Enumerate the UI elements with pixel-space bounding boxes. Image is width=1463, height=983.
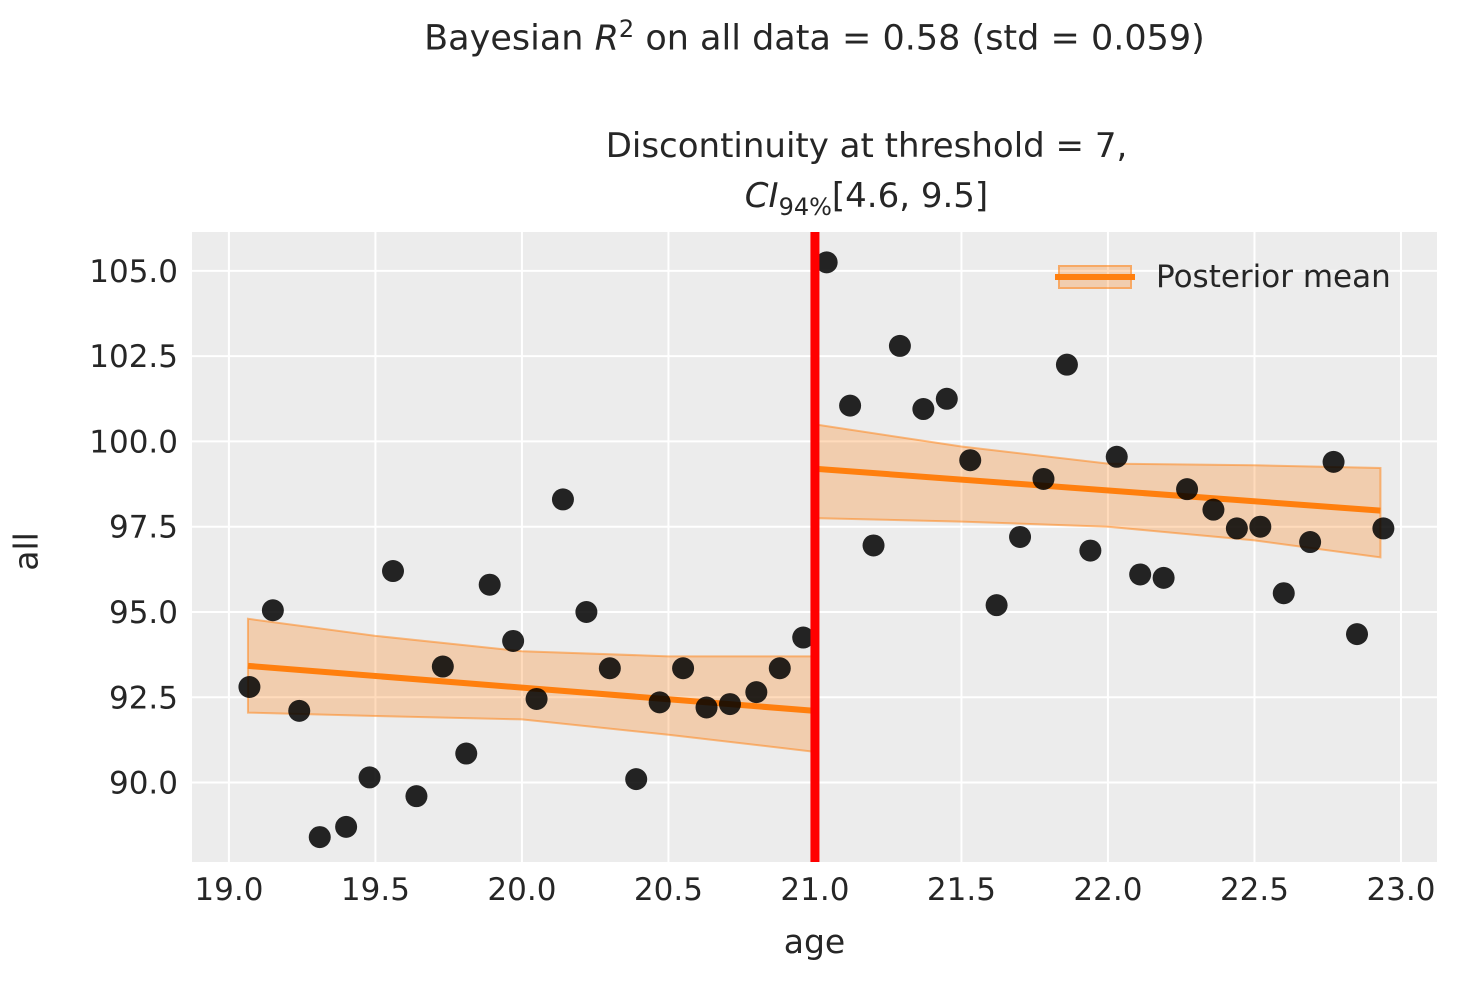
x-tick-label: 23.0 [1366,872,1435,908]
axes-title-line2: CI94%[4.6, 9.5] [244,172,1463,225]
data-point [625,768,648,791]
data-point [1009,525,1032,548]
data-point [575,600,598,623]
data-point [1152,566,1175,589]
data-point [405,785,428,808]
data-point [935,387,958,410]
data-point [672,657,695,680]
data-point [261,599,284,622]
data-point [839,394,862,417]
axes-title: Discontinuity at threshold = 7, CI94%[4.… [244,122,1463,225]
data-point [862,534,885,557]
y-tick-label: 97.5 [109,510,178,546]
data-point [1176,478,1199,501]
ci-interval: [4.6, 9.5] [831,175,989,216]
x-tick-label: 19.0 [194,872,263,908]
y-tick-label: 92.5 [109,680,178,716]
data-point [718,693,741,716]
data-point [551,488,574,511]
data-point [888,334,911,357]
data-point [1299,531,1322,554]
ci-subscript: 94% [778,192,832,221]
data-point [1055,353,1078,376]
x-tick-label: 19.5 [341,872,410,908]
data-point [985,594,1008,617]
data-point [335,815,358,838]
data-point [815,251,838,274]
data-point [598,657,621,680]
x-tick-label: 21.5 [927,872,996,908]
data-point [1032,467,1055,490]
data-point [745,681,768,704]
y-axis-label: all [6,532,46,571]
legend-label: Posterior mean [1156,259,1391,295]
data-point [1129,563,1152,586]
x-axis-label: age [783,922,846,961]
post-threshold-posterior-mean-line [814,465,1381,514]
data-point [695,696,718,719]
data-point [1202,498,1225,521]
ci-label: CI [744,175,779,216]
data-point [1322,450,1345,473]
x-tick-label: 22.5 [1220,872,1289,908]
data-point [1249,515,1272,538]
data-point [912,398,935,421]
x-tick-label: 22.0 [1073,872,1142,908]
y-tick-label: 102.5 [89,339,178,375]
data-point [1079,539,1102,562]
title-prefix: Bayesian [424,18,595,59]
data-point [478,573,501,596]
data-point [308,826,331,849]
posterior-mean-line-sample [1055,274,1135,280]
data-point [358,766,381,789]
data-point [288,699,311,722]
figure-title: Bayesian R2 on all data = 0.58 (std = 0.… [192,14,1437,62]
data-point [238,676,261,699]
x-tick-label: 20.5 [634,872,703,908]
data-point [455,742,478,765]
data-point [1225,517,1248,540]
data-point [1346,623,1369,646]
data-point [1105,445,1128,468]
data-point [431,655,454,678]
posterior-mean-legend-swatch [1055,265,1135,289]
title-exponent: 2 [618,15,635,43]
data-point [648,691,671,714]
title-suffix: on all data = 0.58 (std = 0.059) [634,18,1205,59]
data-point [959,449,982,472]
axes-title-line1: Discontinuity at threshold = 7, [605,126,1128,166]
data-point [792,626,815,649]
y-tick-label: 90.0 [109,766,178,802]
data-point [382,560,405,583]
data-point [502,629,525,652]
data-point [1272,582,1295,605]
legend: Posterior mean [1055,259,1391,295]
data-point [1372,517,1395,540]
y-tick-label: 95.0 [109,595,178,631]
data-point [525,687,548,710]
y-tick-label: 105.0 [89,254,178,290]
data-point [768,657,791,680]
title-variable: R [594,18,619,59]
x-tick-label: 21.0 [780,872,849,908]
y-tick-label: 100.0 [89,424,178,460]
x-tick-label: 20.0 [487,872,556,908]
